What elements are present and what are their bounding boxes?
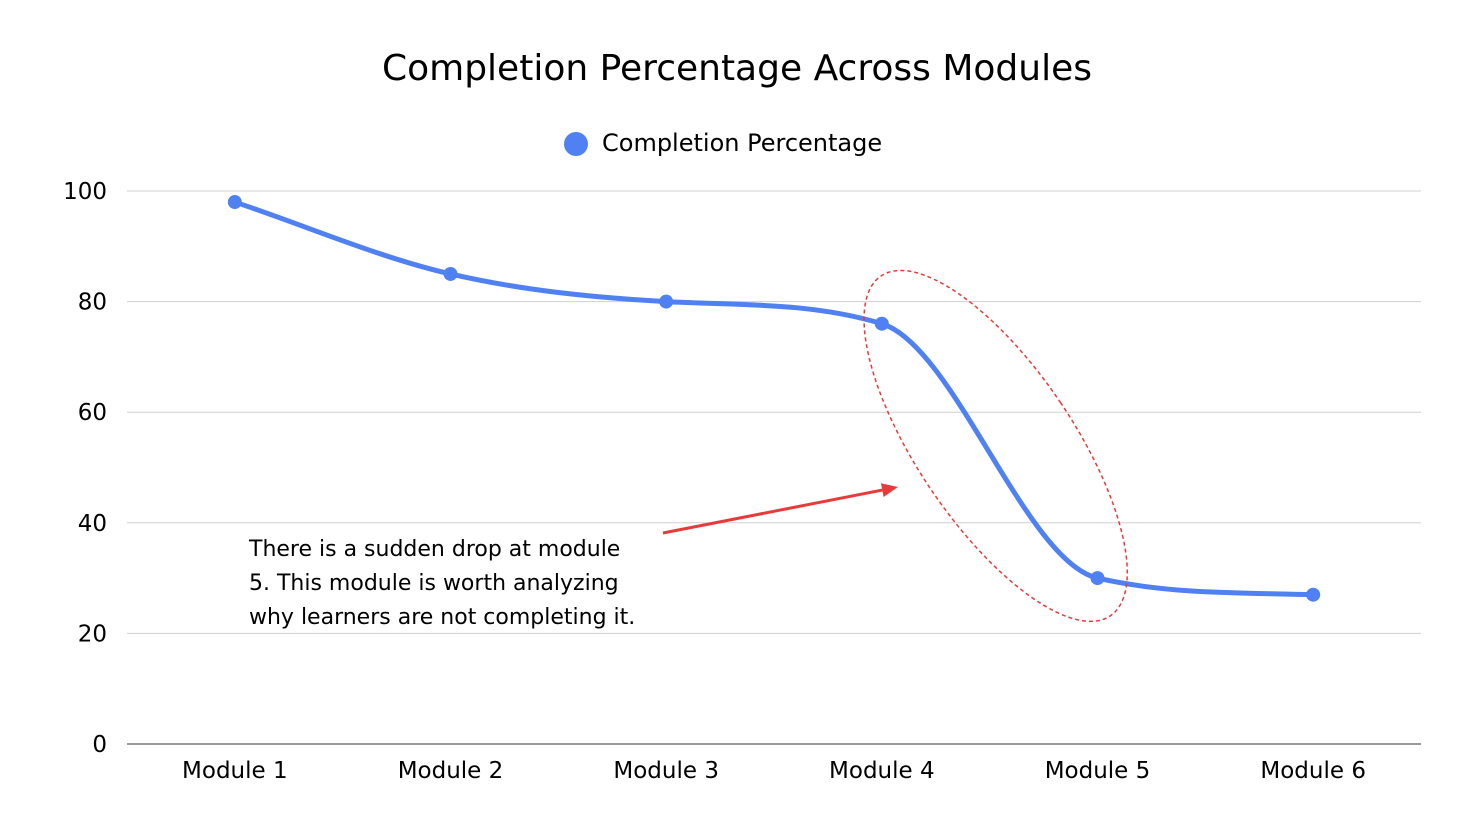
grid (127, 190, 1421, 634)
highlight-ellipse (863, 269, 1129, 623)
x-tick-label: Module 5 (1045, 758, 1151, 784)
annotation-line-1: There is a sudden drop at module (248, 537, 620, 562)
y-tick-label: 20 (78, 621, 107, 647)
y-tick-label: 0 (92, 732, 107, 758)
data-point (227, 195, 242, 210)
y-tick-label: 60 (78, 400, 107, 426)
y-tick-label: 80 (78, 290, 107, 316)
x-tick-label: Module 2 (398, 758, 504, 784)
x-tick-label: Module 4 (829, 758, 935, 784)
y-tick-label: 100 (63, 179, 107, 205)
data-point (659, 294, 674, 309)
annotation-line-3: why learners are not completing it. (249, 605, 635, 630)
annotation-text: There is a sudden drop at module 5. This… (248, 537, 635, 630)
annotation-arrowhead (880, 483, 898, 497)
series-line (232, 199, 1316, 598)
x-tick-label: Module 3 (613, 758, 719, 784)
legend-marker (564, 132, 588, 156)
annotation: There is a sudden drop at module 5. This… (248, 269, 1129, 630)
annotation-line-2: 5. This module is worth analyzing (249, 571, 619, 596)
x-tick-label: Module 6 (1260, 758, 1366, 784)
legend-label: Completion Percentage (602, 129, 882, 157)
x-tick-label: Module 1 (182, 758, 288, 784)
annotation-arrow (662, 488, 883, 535)
data-point (874, 316, 889, 331)
chart-title: Completion Percentage Across Modules (382, 48, 1092, 89)
data-point (443, 266, 458, 281)
data-point (1090, 571, 1105, 586)
data-point (1306, 587, 1321, 602)
series-points (227, 195, 1321, 602)
y-axis-ticks: 0 20 40 60 80 100 (63, 179, 107, 758)
y-tick-label: 40 (78, 511, 107, 537)
legend: Completion Percentage (564, 129, 882, 157)
x-axis-ticks: Module 1 Module 2 Module 3 Module 4 Module 5… (182, 758, 1366, 784)
